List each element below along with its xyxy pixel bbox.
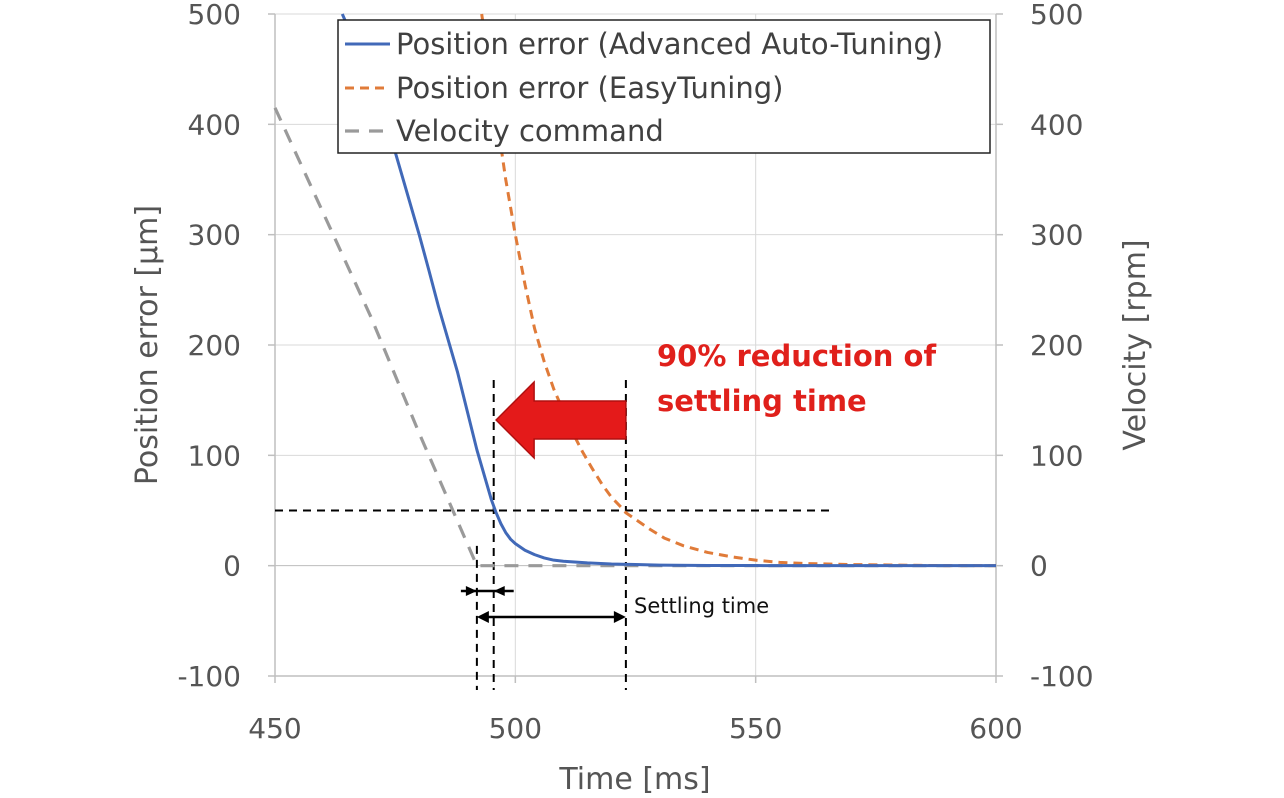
y-tick-left-200: 200 [188,329,241,362]
y-axis-label-left: Position error [µm] [130,205,165,485]
advanced-span-arrowhead-left [465,586,477,596]
x-axis-label: Time [ms] [558,762,710,797]
y-tick-left-100: 100 [188,439,241,472]
legend-box [337,19,991,154]
y-tick-left-0: 0 [223,550,241,583]
series-line-velocity-command [273,107,996,568]
annotation-lines [275,380,833,690]
series-line-advanced-auto-tuning [340,13,996,568]
series-layer [273,13,996,568]
reduction-text-line2: settling time [657,384,867,418]
y-tick-left-300: 300 [188,219,241,252]
series-line-easytuning [480,13,996,568]
y-tick-right-100: 100 [1030,439,1083,472]
legend: Position error (Advanced Auto-Tuning) Po… [337,19,991,154]
y-tick-right-0: 0 [1030,550,1048,583]
easytuning-span-arrowhead-left [476,611,489,623]
y-axis-label-right: Velocity [rpm] [1118,239,1153,450]
legend-label-advanced: Position error (Advanced Auto-Tuning) [396,27,943,61]
y-tick-right-300: 300 [1030,219,1083,252]
x-tick-550: 550 [729,712,782,745]
legend-label-velocity: Velocity command [396,114,664,148]
reduction-arrow-layer [495,380,627,460]
y-tick-left-400: 400 [188,108,241,141]
legend-label-easytuning: Position error (EasyTuning) [396,71,783,105]
y-tick-right-500: 500 [1030,0,1083,31]
reduction-text-line1: 90% reduction of [657,339,936,373]
x-tick-500: 500 [489,712,542,745]
x-tick-450: 450 [248,712,301,745]
y-tick-right--100: -100 [1030,660,1094,693]
reduction-arrow [495,380,627,460]
y-tick-right-400: 400 [1030,108,1083,141]
tick-labels: -100 -100 0 0 100 100 200 200 300 300 400 400 500 500… [177,0,1093,745]
advanced-span-arrowhead-right [493,586,505,596]
x-tick-600: 600 [969,712,1022,745]
y-tick-left--100: -100 [177,660,241,693]
settling-time-label: Settling time [634,594,769,618]
easytuning-span-arrowhead-right [613,611,626,623]
y-tick-left-500: 500 [188,0,241,31]
y-tick-right-200: 200 [1030,329,1083,362]
